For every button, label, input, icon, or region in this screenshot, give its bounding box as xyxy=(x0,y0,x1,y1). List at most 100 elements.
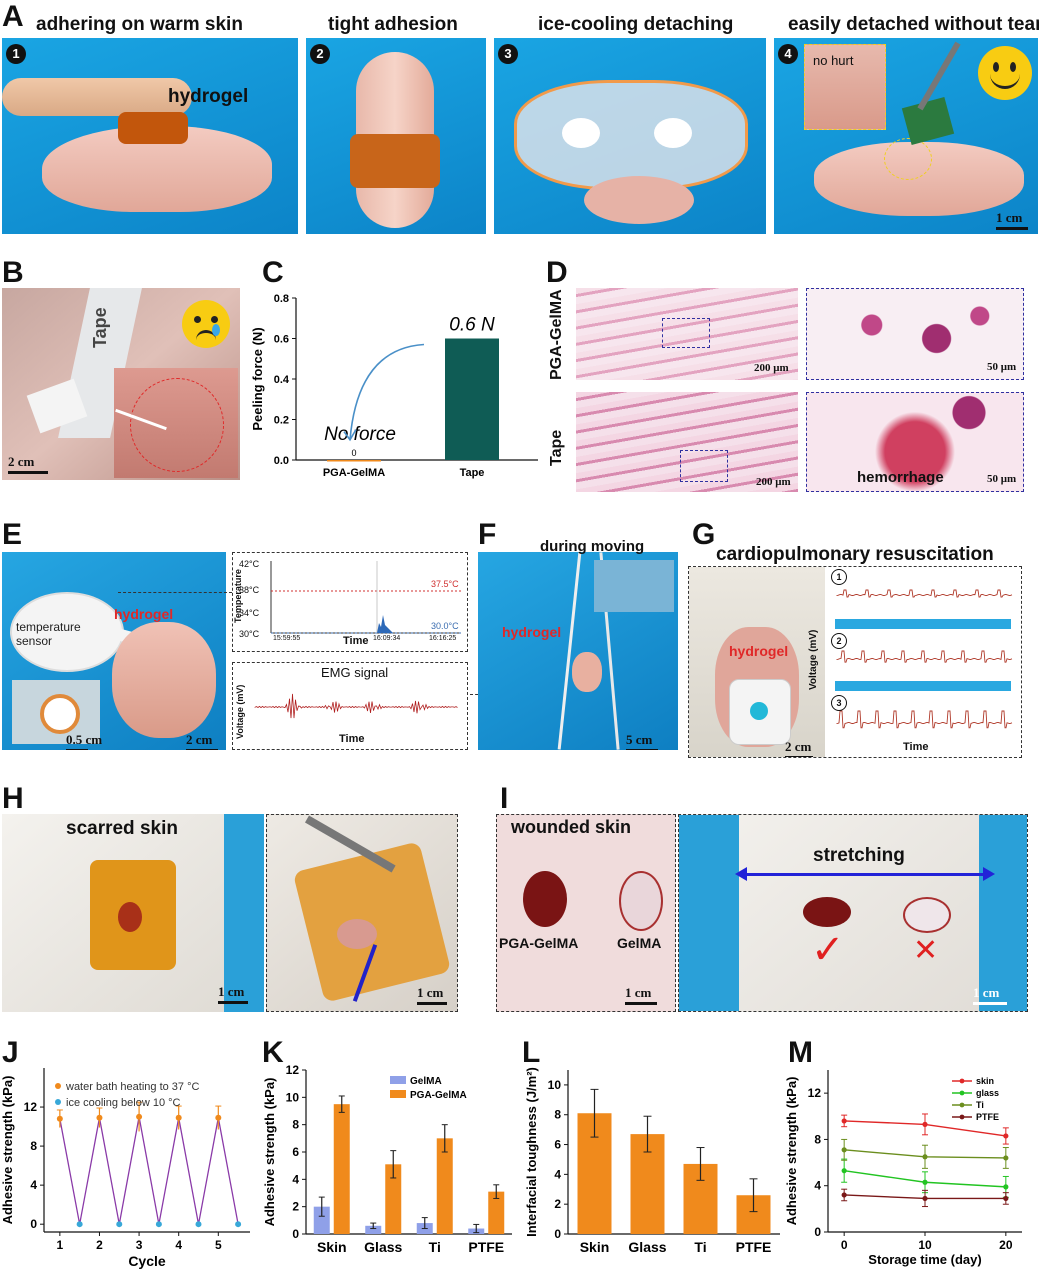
panel-label-b: B xyxy=(2,256,24,289)
emg-chart-box: EMG signal Voltage (mV) Time xyxy=(232,662,468,750)
y-tick-label: 0 xyxy=(814,1225,821,1239)
temp-low-label: 30.0°C xyxy=(431,621,459,631)
y-tick-label: 4 xyxy=(30,1178,37,1192)
y-tick-label: 12 xyxy=(286,1063,300,1077)
temperature-sensor-label: temperature sensor xyxy=(16,620,81,648)
temp-tick: 42°C xyxy=(239,559,260,569)
x-tick-label: Tape xyxy=(460,467,485,479)
background-blue xyxy=(979,815,1027,1011)
finger xyxy=(2,78,192,116)
y-axis-label: Interfacial toughness (J/m²) xyxy=(524,1067,539,1237)
x-tick-label: 3 xyxy=(136,1238,143,1252)
emg-trace xyxy=(254,693,458,719)
mouse-body xyxy=(584,176,694,224)
scale-bar: 5 cm xyxy=(626,732,658,750)
curved-arrow xyxy=(349,343,425,440)
x-tick-label: 20 xyxy=(999,1238,1013,1252)
bar-pga-gelma xyxy=(327,460,381,462)
legend-label: glass xyxy=(976,1088,999,1098)
panel-label-a: A xyxy=(2,0,24,33)
temp-high-label: 37.5°C xyxy=(431,579,459,589)
y-tick-label: 6 xyxy=(292,1145,299,1159)
time-tick: 15:59:55 xyxy=(273,635,301,642)
legend-label: skin xyxy=(976,1076,994,1086)
scale-bar: 1 cm xyxy=(218,984,248,1004)
histology-pga-low: 200 μm xyxy=(576,288,798,380)
ecg-device xyxy=(729,679,791,745)
y-tick-label: 12 xyxy=(24,1100,38,1114)
panel-label-l: L xyxy=(522,1036,541,1069)
scale-bar: 2 cm xyxy=(785,739,813,757)
data-point-glass xyxy=(922,1179,928,1185)
panel-i-photo-1: wounded skin PGA-GelMA GelMA 1 cm xyxy=(496,814,676,1012)
ecg-divider xyxy=(835,681,1011,691)
legend-label: GelMA xyxy=(410,1076,442,1087)
panel-b-photo: Tape 2 cm xyxy=(2,288,240,480)
scale-bar: 50 μm xyxy=(987,473,1017,485)
emg-title: EMG signal xyxy=(321,665,389,680)
scar xyxy=(337,919,377,949)
data-point-ptfe xyxy=(922,1195,928,1202)
data-point-glass xyxy=(841,1168,847,1174)
heating-point xyxy=(96,1114,103,1121)
panel-label-e: E xyxy=(2,518,23,551)
time-tick: 16:16:25 xyxy=(429,635,457,642)
legend-marker xyxy=(959,1102,965,1108)
cable xyxy=(557,552,582,750)
x-tick-label: PGA-GelMA xyxy=(323,467,385,479)
y-tick-label: 10 xyxy=(286,1090,300,1104)
histology-tape-low: 200 μm xyxy=(576,392,798,492)
y-tick-label: 2 xyxy=(292,1200,299,1214)
cooling-point xyxy=(235,1221,242,1228)
legend-swatch xyxy=(390,1076,406,1084)
chart-l: 0 2 4 6 8 10 Interfacial toughness (J/m²) Skin G… xyxy=(524,1067,780,1255)
legend-marker xyxy=(959,1114,965,1120)
connector-line xyxy=(118,592,232,594)
scale-bar: 1 cm xyxy=(996,210,1028,230)
y-tick-label: 12 xyxy=(808,1086,822,1100)
panel-e-photo: temperature sensor hydrogel 0.5 cm 2 cm xyxy=(2,552,226,750)
data-point-ptfe xyxy=(1003,1195,1009,1202)
detach-site-circle xyxy=(884,138,932,180)
x-tick-label: Glass xyxy=(628,1239,666,1255)
cooling-point xyxy=(76,1221,83,1228)
arrow-head xyxy=(343,429,357,442)
x-tick-label: PTFE xyxy=(468,1239,504,1255)
panel-label-k: K xyxy=(262,1036,284,1069)
cycle-line xyxy=(59,1116,239,1225)
x-tick-label: Glass xyxy=(364,1239,402,1255)
legend-marker xyxy=(959,1090,965,1096)
emg-ylabel: Voltage (mV) xyxy=(235,684,245,739)
y-tick-label: 0.4 xyxy=(274,374,290,386)
y-tick-label: 0 xyxy=(292,1227,299,1241)
ecg-xlabel: Time xyxy=(903,741,929,753)
x-tick-label: PTFE xyxy=(736,1239,772,1255)
stretch-arrow xyxy=(741,873,987,876)
hydrogel-label: hydrogel xyxy=(729,643,789,659)
x-axis-label: Cycle xyxy=(128,1253,166,1269)
y-axis-label: Adhesive strength (kPa) xyxy=(784,1077,799,1226)
panel-a2-caption: tight adhesion xyxy=(328,14,458,35)
scale-bar: 2 cm xyxy=(186,732,218,750)
wound-gelma xyxy=(619,871,663,931)
y-tick-label: 0 xyxy=(30,1217,37,1231)
bar-pga-gelma-ti xyxy=(436,1138,453,1234)
ice-pack xyxy=(514,80,748,190)
no-hurt-inset: no hurt xyxy=(804,44,886,130)
moving-inset xyxy=(594,560,674,612)
panel-g-box: hydrogel 2 cm 1 2 3 Time xyxy=(688,566,1022,758)
panel-label-i: I xyxy=(500,782,509,815)
temperature-chart-box: 42°C 38°C 34°C 30°C Temperature 37.5°C 3… xyxy=(232,552,468,652)
x-tick-label: Ti xyxy=(429,1239,441,1255)
data-point-ti xyxy=(841,1147,847,1153)
row-label-pga-gelma: PGA-GelMA xyxy=(548,289,565,380)
scale-bar: 200 μm xyxy=(754,362,789,374)
cross-icon: ✕ xyxy=(913,934,939,967)
cooling-point xyxy=(116,1221,123,1228)
y-tick-label: 0.0 xyxy=(274,455,289,467)
x-tick-label: 5 xyxy=(215,1238,222,1252)
ecg-ylabel: Voltage (mV) xyxy=(808,629,819,690)
y-tick-label: 0.2 xyxy=(274,415,289,427)
ice-pack-spot xyxy=(654,118,692,148)
